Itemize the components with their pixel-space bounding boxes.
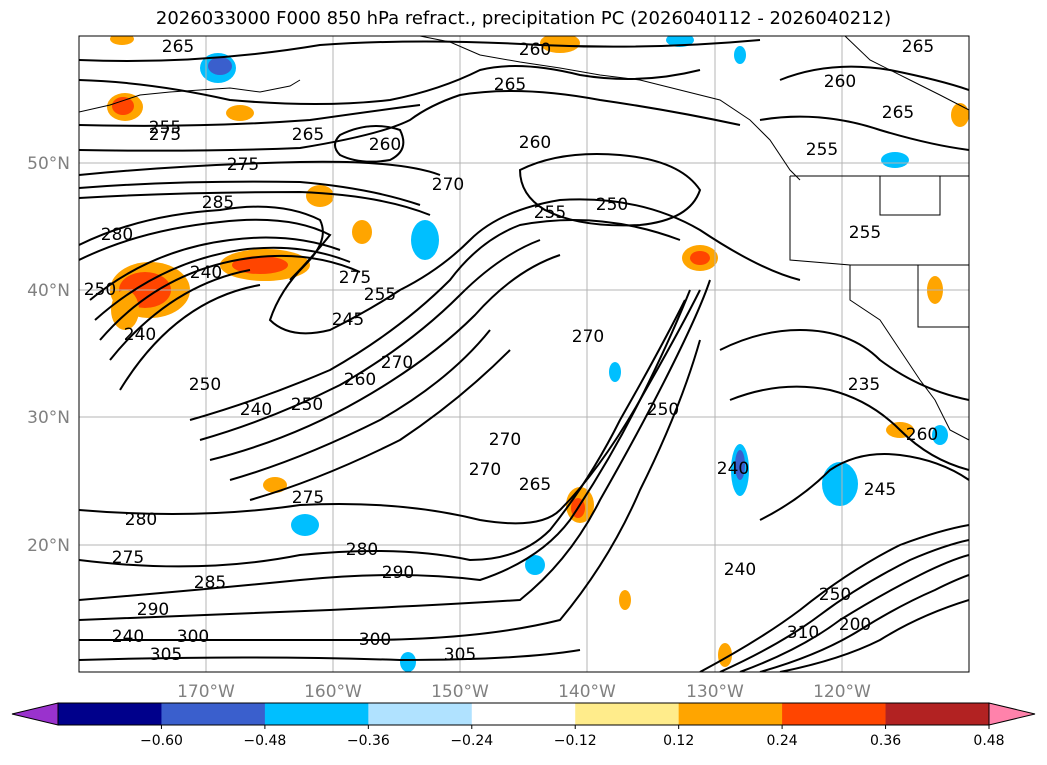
contour-label: 240	[724, 560, 756, 580]
contour-label: 260	[519, 40, 551, 60]
contour-label: 310	[787, 623, 819, 643]
contour-label: 250	[291, 395, 323, 415]
lon-label-170w: 170°W	[177, 682, 235, 702]
lon-label-160w: 160°W	[304, 682, 362, 702]
contour-label: 250	[84, 280, 116, 300]
map-frame	[78, 35, 970, 673]
contour-label: 240	[112, 627, 144, 647]
colorbar-extend-low	[11, 702, 59, 726]
contour-label: 275	[292, 488, 324, 508]
contour-label: 300	[177, 627, 209, 647]
contour-label: 245	[864, 480, 896, 500]
contour-label: 250	[647, 400, 679, 420]
contour-label: 265	[902, 37, 934, 57]
lat-label-20n: 20°N	[27, 536, 70, 556]
contour-label: 270	[489, 430, 521, 450]
contour-lines	[79, 39, 969, 672]
colorbar-tick-label: −0.60	[140, 733, 183, 749]
colorbar	[11, 702, 1036, 726]
contour-label: 265	[292, 125, 324, 145]
colorbar-bin	[471, 703, 576, 725]
contour-label: 255	[849, 223, 881, 243]
contour-label: 260	[824, 72, 856, 92]
contour-label: 260	[369, 135, 401, 155]
contour-label: 305	[444, 645, 476, 665]
map-grid-lines	[79, 36, 969, 672]
lon-label-140w: 140°W	[558, 682, 616, 702]
colorbar-tick-label: 0.36	[870, 733, 901, 749]
map-plot-area	[79, 36, 969, 672]
contour-label: 250	[189, 375, 221, 395]
contour-label: 255	[364, 285, 396, 305]
contour-label: 265	[494, 75, 526, 95]
lon-label-120w: 120°W	[813, 682, 871, 702]
contour-label: 200	[839, 615, 871, 635]
contour-label: 280	[101, 225, 133, 245]
contour-label: 290	[137, 600, 169, 620]
contour-label: 255	[534, 203, 566, 223]
contour-label: 250	[819, 585, 851, 605]
contour-label: 245	[332, 310, 364, 330]
contour-label: 260	[519, 133, 551, 153]
contour-label: 235	[848, 375, 880, 395]
longitude-labels: 170°W 160°W 150°W 140°W 130°W 120°W	[177, 682, 871, 702]
colorbar-tick-label: 0.24	[767, 733, 798, 749]
contour-label: 255	[149, 118, 181, 138]
contour-label: 240	[124, 325, 156, 345]
contour-label: 240	[717, 459, 749, 479]
contour-label: 260	[906, 425, 938, 445]
colorbar-bin	[782, 703, 887, 725]
colorbar-bin	[885, 703, 990, 725]
contour-label: 265	[162, 37, 194, 57]
colorbar-tick-label: 0.48	[973, 733, 1004, 749]
colorbar-tick-labels: −0.60 −0.48 −0.36 −0.24 −0.12 0.12 0.24 0.36 0.4…	[140, 725, 1005, 749]
colorbar-tick-label: −0.36	[347, 733, 390, 749]
contour-label: 300	[359, 630, 391, 650]
lat-label-40n: 40°N	[27, 281, 70, 301]
contour-label: 275	[339, 268, 371, 288]
contour-label: 305	[150, 645, 182, 665]
contour-label: 275	[227, 155, 259, 175]
coastline	[79, 36, 969, 441]
contour-label: 270	[572, 327, 604, 347]
contour-label: 280	[125, 510, 157, 530]
contour-label: 270	[469, 460, 501, 480]
colorbar-tick-label: −0.24	[450, 733, 493, 749]
lat-label-50n: 50°N	[27, 154, 70, 174]
latitude-labels: 50°N 40°N 30°N 20°N	[27, 154, 70, 556]
lon-label-150w: 150°W	[431, 682, 489, 702]
precipitation-shading	[107, 36, 969, 672]
colorbar-bin	[264, 703, 369, 725]
contour-label: 270	[432, 175, 464, 195]
contour-label: 285	[202, 193, 234, 213]
colorbar-bin	[161, 703, 266, 725]
contour-label: 275	[149, 125, 181, 145]
lon-label-130w: 130°W	[686, 682, 744, 702]
contour-label: 260	[344, 370, 376, 390]
colorbar-extend-high	[988, 702, 1036, 726]
map-title: 2026033000 F000 850 hPa refract., precip…	[155, 8, 892, 29]
contour-label: 265	[519, 475, 551, 495]
colorbar-tick-label: 0.12	[663, 733, 694, 749]
contour-label: 255	[806, 140, 838, 160]
colorbar-bin	[58, 703, 162, 725]
colorbar-tick-label: −0.48	[243, 733, 286, 749]
contour-label: 240	[240, 400, 272, 420]
contour-label: 265	[882, 103, 914, 123]
contour-label: 280	[346, 540, 378, 560]
contour-labels: 265 260 265 260 265 275 265 260 260 255 …	[84, 37, 938, 665]
colorbar-outline	[57, 702, 990, 726]
contour-label: 275	[112, 548, 144, 568]
contour-label: 270	[381, 353, 413, 373]
contour-label: 250	[596, 195, 628, 215]
contour-label: 240	[190, 263, 222, 283]
colorbar-bin	[575, 703, 680, 725]
colorbar-bin	[368, 703, 473, 725]
colorbar-tick-label: −0.12	[554, 733, 597, 749]
contour-label: 290	[382, 563, 414, 583]
contour-label: 285	[194, 573, 226, 593]
lat-label-30n: 30°N	[27, 408, 70, 428]
colorbar-bin	[678, 703, 783, 725]
